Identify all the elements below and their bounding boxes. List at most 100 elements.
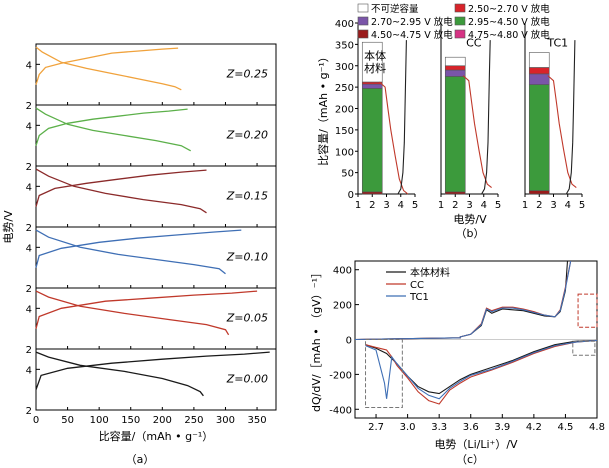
highlight-box-discharge bbox=[572, 340, 596, 356]
bar-subplot-2: 1 2 3 4 5 TC1 bbox=[522, 23, 585, 211]
x-tick-label: 2 bbox=[536, 200, 542, 211]
charge-curve bbox=[35, 229, 242, 268]
x-tick-label: 2 bbox=[452, 200, 458, 211]
y-tick-label: 350 bbox=[335, 40, 354, 51]
x-tick-label: 3 bbox=[466, 200, 472, 211]
x-tick-label: 0 bbox=[33, 415, 39, 426]
panel-c: -400 -200 0 200 400 2.7 3.0 3.3 3.6 3.9 4.2 4.5 4.8 本… bbox=[310, 260, 605, 451]
x-tick-label: 2 bbox=[369, 200, 375, 211]
discharge-curve bbox=[35, 290, 230, 336]
x-tick-label: 2.7 bbox=[368, 422, 384, 433]
y-tick-label: 4 bbox=[26, 304, 32, 315]
y-tick-label: 2 bbox=[26, 101, 32, 112]
charge-curve bbox=[355, 261, 572, 341]
y-tick-label: 300 bbox=[335, 62, 354, 73]
bar-segment bbox=[528, 73, 550, 85]
y-tick-label: -200 bbox=[329, 370, 352, 381]
legend-swatch bbox=[357, 3, 369, 13]
legend-label: 2.95~4.50 V 放电 bbox=[468, 16, 550, 28]
x-tick-label: 350 bbox=[248, 415, 267, 426]
x-tick-label: 5 bbox=[495, 200, 501, 211]
y-tick-label: -400 bbox=[329, 405, 352, 416]
x-tick-label: 250 bbox=[184, 415, 203, 426]
charge-curve bbox=[355, 261, 572, 341]
x-tick-label: 4.2 bbox=[526, 422, 542, 433]
x-tick-label: 100 bbox=[90, 415, 109, 426]
bar-segment bbox=[528, 67, 550, 75]
series-group bbox=[355, 261, 597, 405]
sample-name: 本体 bbox=[364, 48, 386, 62]
legend-label: 不可逆容量 bbox=[371, 3, 419, 15]
charge-curve bbox=[355, 261, 569, 341]
bar-segment bbox=[444, 76, 466, 193]
x-tick-label: 5 bbox=[579, 200, 585, 211]
x-axis-label: 比容量/（mAh • g⁻¹） bbox=[99, 429, 214, 443]
discharge-curve bbox=[35, 168, 207, 214]
z-label: Z=0.00 bbox=[226, 373, 268, 386]
sample-name-2: 材料 bbox=[364, 61, 386, 75]
x-axis-label: 电势（Li/Li⁺）/V bbox=[434, 438, 518, 451]
charge-curve bbox=[35, 108, 188, 146]
legend-swatch bbox=[454, 29, 466, 39]
bar-segment bbox=[444, 56, 466, 67]
x-tick-label: 5 bbox=[412, 200, 418, 211]
y-tick-label: 2 bbox=[26, 345, 32, 356]
bar-segment bbox=[444, 69, 466, 77]
legend-swatch bbox=[454, 16, 466, 26]
charge-curve bbox=[35, 47, 179, 85]
x-tick-label: 1 bbox=[438, 200, 444, 211]
z-label: Z=0.10 bbox=[226, 251, 268, 264]
x-tick-label: 200 bbox=[153, 415, 172, 426]
y-tick-label: 0 bbox=[346, 336, 352, 347]
charge-curve bbox=[397, 40, 407, 195]
charge-curve bbox=[565, 40, 576, 195]
highlight-box-charge bbox=[577, 293, 598, 328]
bar-segment bbox=[361, 83, 383, 89]
x-tick-label: 3.0 bbox=[400, 422, 416, 433]
x-tick-label: 300 bbox=[216, 415, 235, 426]
charge-curve bbox=[35, 351, 270, 390]
x-tick-label: 150 bbox=[121, 415, 140, 426]
x-tick-label: 4.8 bbox=[589, 422, 605, 433]
z-label: Z=0.20 bbox=[226, 129, 268, 142]
x-tick-label: 1 bbox=[355, 200, 361, 211]
y-axis-label: dQ/dV/［mAh • （gV）⁻¹］ bbox=[310, 267, 323, 412]
y-tick-label: 150 bbox=[335, 126, 354, 137]
sample-name: TC1 bbox=[546, 37, 568, 50]
charge-curve bbox=[35, 169, 207, 207]
subplot-z0: 2 4 Z=0.25 bbox=[26, 43, 277, 112]
y-tick-label: 2 bbox=[26, 162, 32, 173]
y-axis-label: 比容量/（mAh • g⁻¹） bbox=[316, 51, 330, 166]
y-tick-label: 4 bbox=[26, 243, 32, 254]
charge-curve bbox=[35, 290, 258, 329]
subplot-z4: 2 4 Z=0.05 bbox=[26, 287, 277, 356]
panel-a: 2 4 Z=0.25 2 4 Z=0.20 2 4 Z=0.15 2 4 Z=0.10 2 4 Z=0.05… bbox=[2, 43, 277, 443]
x-tick-label: 4 bbox=[481, 200, 487, 211]
z-label: Z=0.15 bbox=[226, 190, 268, 203]
x-tick-label: 3.6 bbox=[463, 422, 479, 433]
highlight-box-low bbox=[365, 339, 403, 409]
legend-label: 4.50~4.75 V 放电 bbox=[371, 29, 453, 41]
bar-segment bbox=[444, 65, 466, 71]
y-tick-label: 4 bbox=[26, 365, 32, 376]
legend-swatch bbox=[357, 16, 369, 26]
discharge-curve bbox=[365, 339, 597, 400]
panel-c-label: （c） bbox=[456, 453, 484, 466]
legend: 不可逆容量 2.50~2.70 V 放电 2.70~2.95 V 放电 2.95~4.… bbox=[357, 3, 550, 41]
z-label: Z=0.05 bbox=[226, 312, 268, 325]
y-tick-label: 2 bbox=[26, 223, 32, 234]
discharge-curve bbox=[547, 75, 577, 189]
y-tick-label: 100 bbox=[335, 147, 354, 158]
y-tick-label: 4 bbox=[26, 121, 32, 132]
x-tick-label: 4.5 bbox=[557, 422, 573, 433]
panel-b: 0 50 100 150 200 250 300 350 400 比容量/（mAh • g⁻¹） 1… bbox=[316, 3, 585, 226]
x-tick-label: 1 bbox=[522, 200, 528, 211]
bar-segment bbox=[528, 190, 550, 195]
panel-a-label: （a） bbox=[126, 453, 155, 466]
legend-label: 2.70~2.95 V 放电 bbox=[371, 16, 453, 28]
y-tick-label: 2 bbox=[26, 406, 32, 417]
x-tick-label: 4 bbox=[398, 200, 404, 211]
discharge-curve bbox=[365, 339, 597, 405]
discharge-curve bbox=[35, 229, 226, 275]
